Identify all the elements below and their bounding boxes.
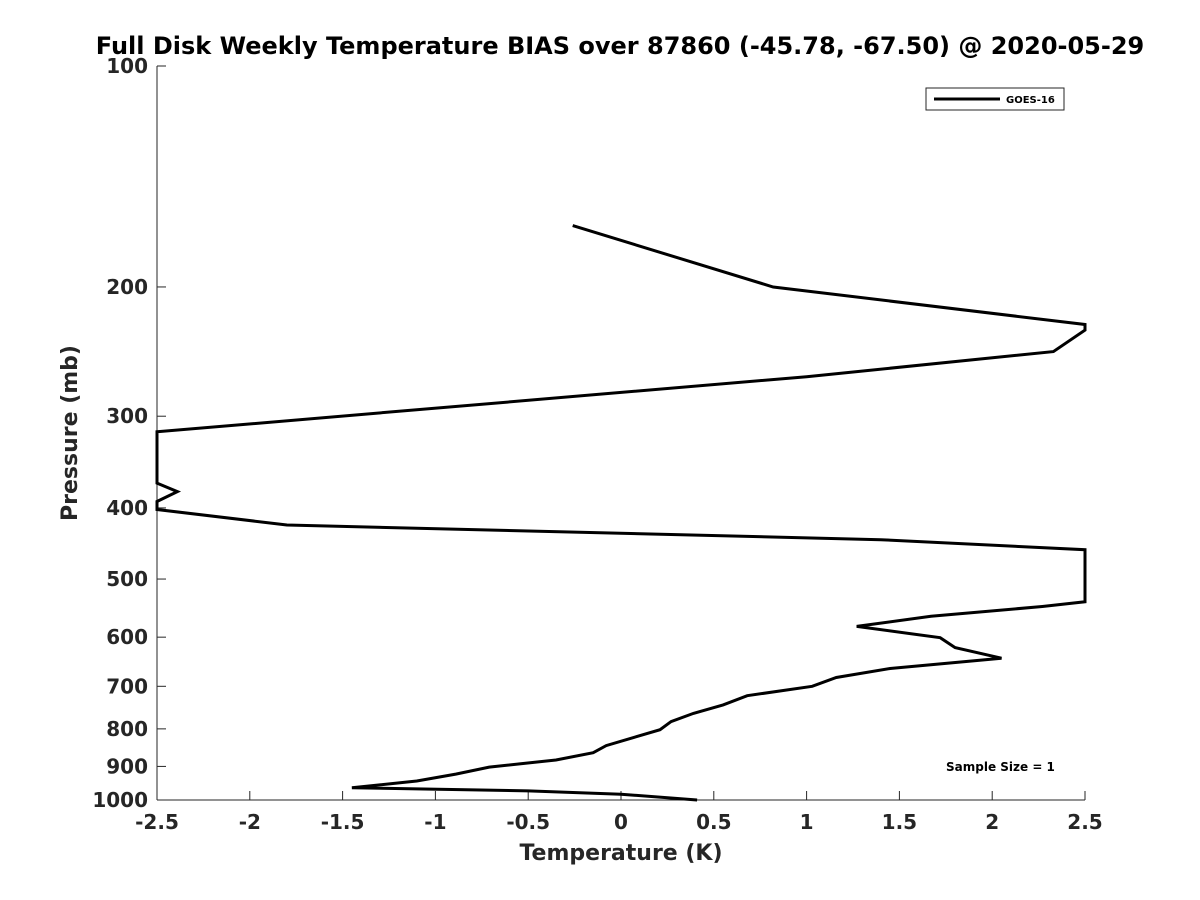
y-tick-label: 800 (106, 717, 148, 741)
y-tick-label: 500 (106, 567, 148, 591)
x-tick-label: -2 (239, 810, 261, 834)
series-group (155, 224, 1087, 802)
x-tick-label: 2 (985, 810, 999, 834)
x-axis-label: Temperature (K) (519, 841, 722, 866)
sample-size-annotation: Sample Size = 1 (946, 760, 1055, 774)
x-tick-label: -0.5 (506, 810, 550, 834)
x-tick-label: 0.5 (696, 810, 731, 834)
legend: GOES-16 (925, 87, 1065, 111)
y-axis-label: Pressure (mb) (58, 345, 83, 521)
y-tick-label: 400 (106, 496, 148, 520)
x-ticks: -2.5 -2 -1.5 -1 -0.5 0 0.5 1 1.5 2 2.5 (135, 791, 1103, 834)
x-tick-label: -1.5 (321, 810, 365, 834)
x-tick-label: -1 (424, 810, 446, 834)
y-tick-label: 200 (106, 275, 148, 299)
y-tick-label: 600 (106, 625, 148, 649)
x-tick-label: 1.5 (882, 810, 917, 834)
y-tick-label: 300 (106, 404, 148, 428)
x-tick-label: 1 (800, 810, 814, 834)
chart-title: Full Disk Weekly Temperature BIAS over 8… (96, 32, 1144, 60)
x-tick-label: 2.5 (1067, 810, 1102, 834)
y-ticks: 100 200 300 400 500 600 700 800 900 1000 (92, 54, 166, 812)
x-tick-label: 0 (614, 810, 628, 834)
legend-entry-goes16: GOES-16 (1006, 95, 1055, 106)
series-line-goes16 (155, 224, 1087, 802)
x-tick-label: -2.5 (135, 810, 179, 834)
y-tick-label: 1000 (92, 788, 148, 812)
y-tick-label: 900 (106, 754, 148, 778)
y-tick-label: 700 (106, 674, 148, 698)
y-tick-label: 100 (106, 54, 148, 78)
